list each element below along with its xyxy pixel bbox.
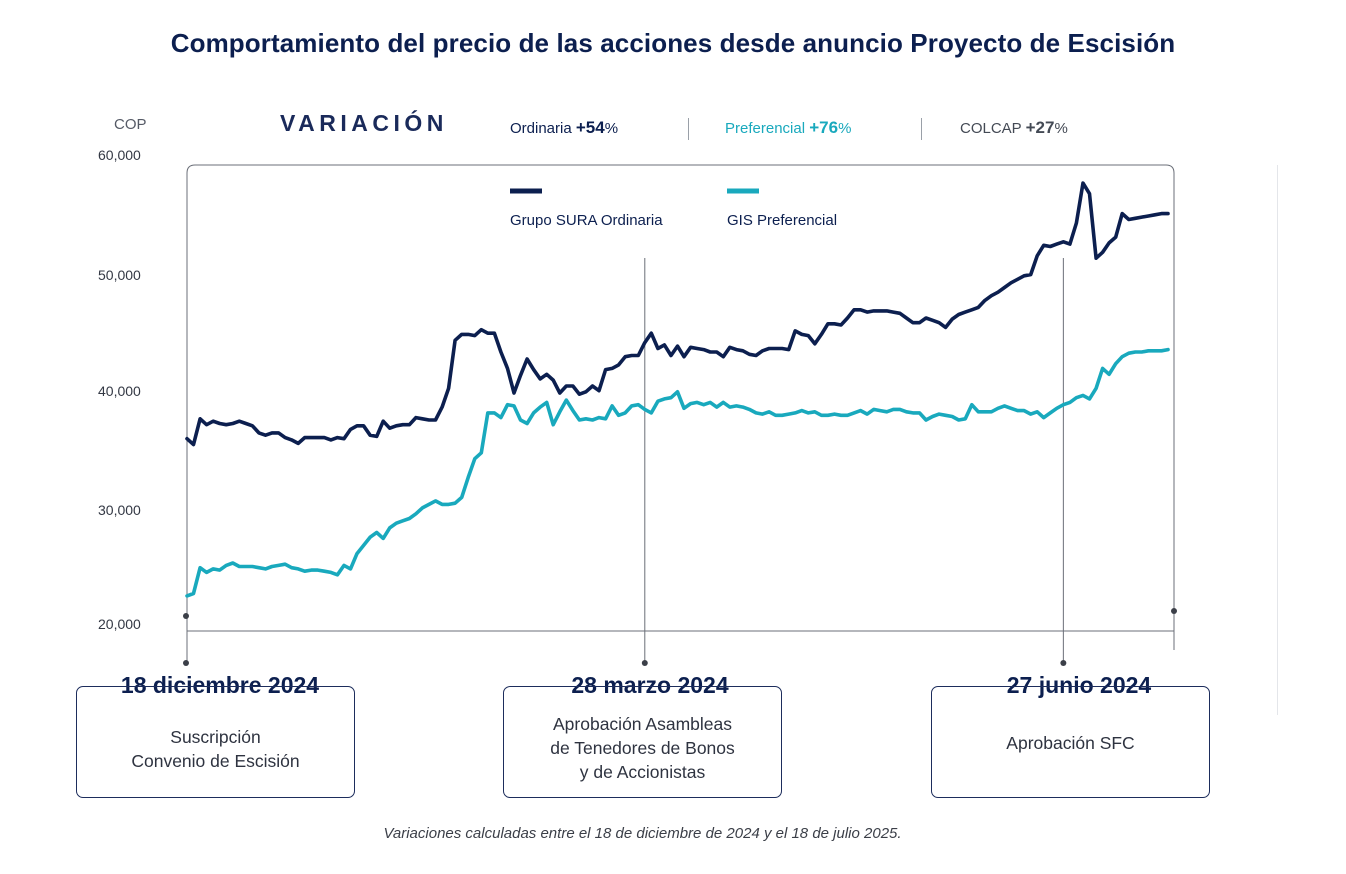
variacion-colcap-label: COLCAP [960, 120, 1022, 137]
event-desc-line: Convenio de Escisión [131, 751, 300, 771]
variacion-ordinaria-label: Ordinaria [510, 120, 572, 137]
y-tick-label: 20,000 [98, 616, 141, 632]
footnote: Variaciones calculadas entre el 18 de di… [383, 825, 902, 842]
legend-label-ordinaria: Grupo SURA Ordinaria [510, 212, 663, 229]
y-tick-label: 30,000 [98, 502, 141, 518]
chart-frame [186, 164, 1175, 650]
event-desc-3: Aprobación SFC [932, 731, 1209, 755]
variacion-heading: VARIACIÓN [280, 110, 448, 136]
variacion-preferencial-label: Preferencial [725, 120, 806, 137]
variacion-preferencial: Preferencial +76% [725, 118, 851, 138]
variacion-preferencial-pct: % [838, 120, 852, 137]
event-date-1: 18 diciembre 2024 [90, 672, 350, 699]
variacion-ordinaria-pct: % [604, 120, 619, 137]
variacion-colcap: COLCAP +27% [960, 118, 1068, 138]
event-marker-dot [1060, 660, 1067, 666]
event-marker-dot [641, 660, 648, 666]
y-tick-label: 60,000 [98, 147, 141, 163]
y-tick-label: 50,000 [98, 267, 141, 283]
event-desc-2: Aprobación Asambleas de Tenedores de Bon… [504, 712, 781, 784]
frame-dot-left [183, 613, 189, 619]
variacion-colcap-value: +27 [1025, 118, 1055, 137]
event-desc-line: Aprobación Asambleas [553, 714, 732, 734]
event-date-2: 28 marzo 2024 [540, 672, 760, 699]
variacion-preferencial-value: +76 [809, 118, 839, 137]
series-line-ordinaria [185, 181, 1170, 447]
legend-label-preferencial: GIS Preferencial [727, 212, 837, 229]
chart-title: Comportamiento del precio de las accione… [170, 28, 1176, 58]
series-layer [185, 181, 1170, 598]
variacion-ordinaria-value: +54 [575, 118, 605, 137]
y-axis-unit-label: COP [114, 116, 147, 133]
variacion-colcap-pct: % [1054, 120, 1068, 137]
event-box-3: Aprobación SFC [931, 686, 1210, 798]
event-lines [183, 258, 1067, 666]
legend: Grupo SURA Ordinaria GIS Preferencial [510, 188, 837, 229]
event-box-2: Aprobación Asambleas de Tenedores de Bon… [503, 686, 782, 798]
event-desc-line: de Tenedores de Bonos [550, 738, 735, 758]
right-divider [1277, 165, 1278, 715]
event-desc-line: y de Accionistas [579, 762, 706, 782]
event-desc-line: Aprobación SFC [1006, 733, 1135, 753]
variacion-separator [688, 118, 689, 140]
event-desc-1: Suscripción Convenio de Escisión [77, 725, 354, 773]
frame-dot-right [1171, 608, 1177, 614]
variacion-ordinaria: Ordinaria +54% [510, 118, 618, 138]
y-tick-label: 40,000 [98, 383, 141, 399]
event-desc-line: Suscripción [170, 727, 261, 747]
variacion-separator [921, 118, 922, 140]
event-box-1: Suscripción Convenio de Escisión [76, 686, 355, 798]
event-date-3: 27 junio 2024 [976, 672, 1182, 699]
event-marker-dot [183, 660, 189, 666]
series-line-preferencial [185, 347, 1170, 598]
